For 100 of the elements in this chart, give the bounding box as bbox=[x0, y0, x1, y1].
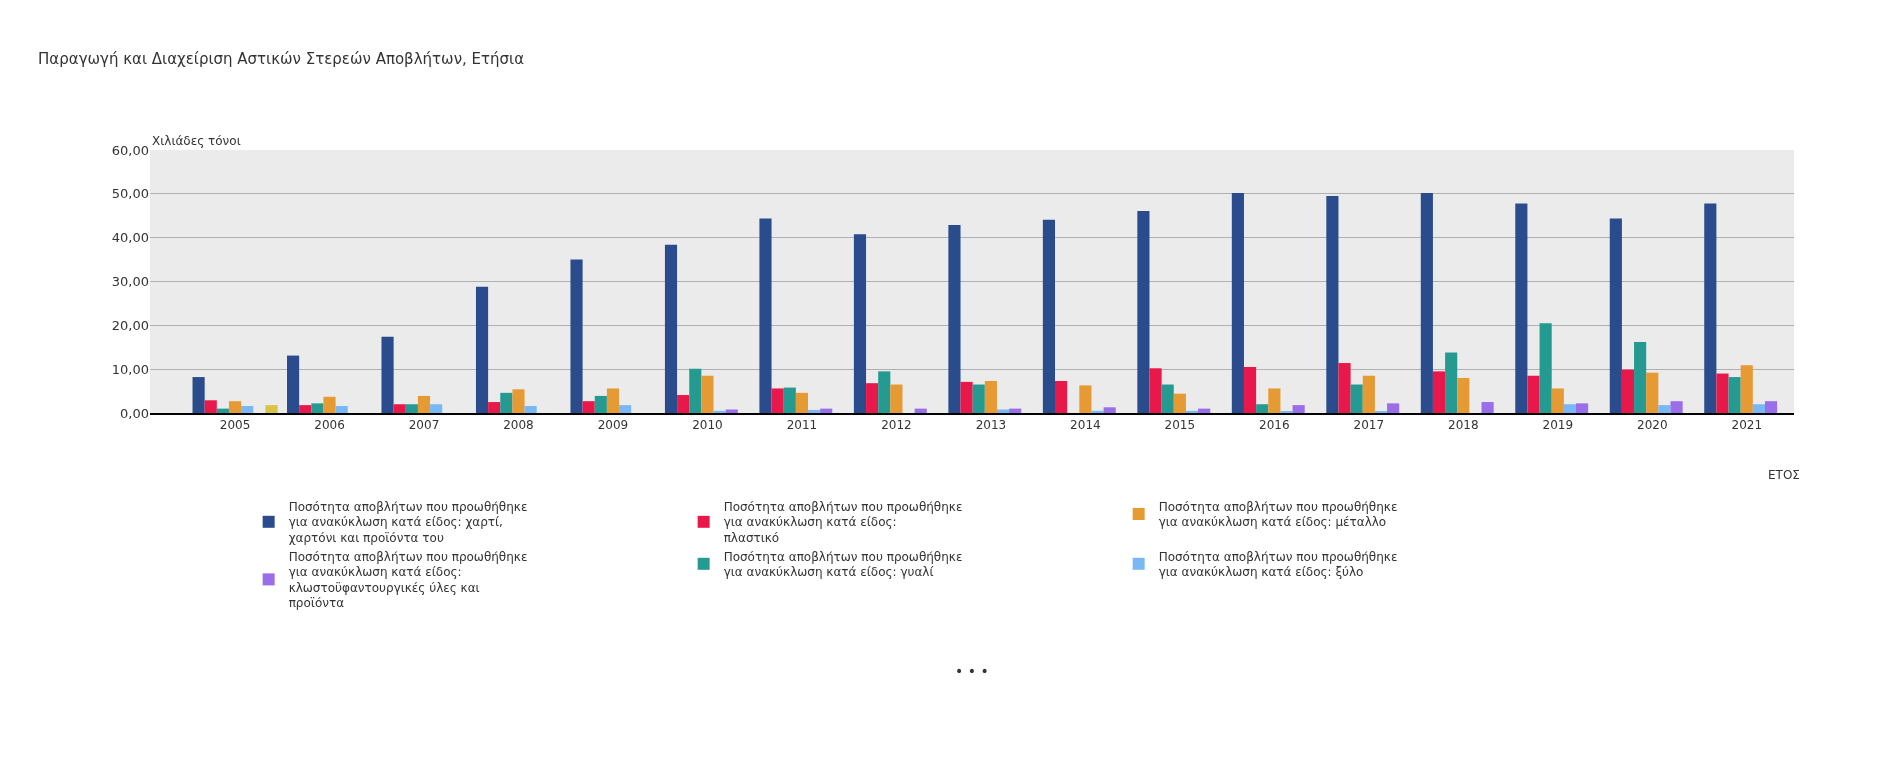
bar bbox=[1764, 401, 1778, 413]
bar bbox=[1161, 384, 1174, 413]
bar bbox=[1551, 388, 1564, 413]
bar bbox=[1539, 323, 1552, 413]
bar bbox=[594, 395, 607, 413]
bar bbox=[192, 377, 205, 413]
bar bbox=[430, 404, 443, 413]
bar bbox=[1009, 408, 1022, 413]
bar bbox=[1362, 375, 1375, 413]
bar bbox=[1149, 368, 1162, 413]
y-tick-label: 10,00 bbox=[111, 361, 149, 377]
bar bbox=[1137, 210, 1150, 413]
x-tick-label: 2018 bbox=[1448, 418, 1479, 433]
bar bbox=[1055, 381, 1068, 413]
bar bbox=[311, 403, 324, 413]
bar bbox=[948, 224, 961, 413]
bar bbox=[1445, 352, 1458, 413]
bar bbox=[1527, 375, 1540, 413]
bar bbox=[1326, 196, 1339, 413]
bar bbox=[1515, 203, 1528, 413]
bar bbox=[1103, 407, 1116, 413]
bar bbox=[1646, 372, 1659, 413]
x-tick-label: 2009 bbox=[597, 418, 629, 433]
y-tick-label: 40,00 bbox=[111, 230, 149, 246]
bar bbox=[500, 392, 513, 413]
bar bbox=[524, 405, 537, 413]
legend-label: Ποσότητα αποβλήτων που προωθήθηκε για ανακύκλωση κατά είδος: χαρτί, χαρτόνι και προϊόντα του bbox=[288, 499, 528, 546]
bar bbox=[996, 409, 1010, 413]
bar bbox=[960, 381, 973, 413]
bar bbox=[1256, 404, 1269, 413]
bar bbox=[619, 405, 632, 413]
bar bbox=[701, 375, 714, 413]
bar bbox=[335, 405, 348, 413]
x-tick-label: 2019 bbox=[1542, 418, 1574, 433]
bar bbox=[582, 401, 595, 413]
bar bbox=[287, 355, 300, 413]
bar bbox=[393, 404, 406, 413]
bar bbox=[725, 409, 738, 413]
chart-title: Παραγωγή και Διαχείριση Αστικών Στερεών Αποβλήτων, Ετήσια bbox=[38, 49, 525, 68]
bar bbox=[890, 384, 903, 413]
bar bbox=[323, 396, 336, 413]
bar bbox=[1457, 377, 1470, 413]
bar bbox=[689, 368, 702, 413]
bar bbox=[1634, 341, 1647, 413]
y-tick-label: 60,00 bbox=[111, 142, 149, 158]
legend-label: Ποσότητα αποβλήτων που προωθήθηκε για ανακύκλωση κατά είδος: ξύλο bbox=[1158, 549, 1398, 580]
bar bbox=[1716, 373, 1729, 413]
bar bbox=[1752, 404, 1765, 413]
bar bbox=[1621, 369, 1635, 413]
x-tick-label: 2017 bbox=[1353, 418, 1385, 433]
y-tick-label: 0,00 bbox=[120, 405, 149, 421]
legend-label: Ποσότητα αποβλήτων που προωθήθηκε για ανακύκλωση κατά είδος: γυαλί bbox=[723, 549, 963, 580]
bar bbox=[299, 405, 312, 413]
x-tick-label: 2006 bbox=[314, 418, 345, 433]
x-axis-title: ΕΤΟΣ bbox=[1768, 468, 1800, 482]
bar bbox=[1670, 401, 1683, 413]
bar bbox=[795, 392, 808, 413]
bar bbox=[512, 389, 525, 413]
bar bbox=[1576, 403, 1589, 413]
bar bbox=[1173, 393, 1186, 413]
bar bbox=[1268, 388, 1281, 413]
text: • • • bbox=[955, 663, 989, 679]
bar bbox=[1231, 192, 1244, 413]
bar bbox=[1079, 385, 1092, 413]
bar bbox=[1420, 192, 1433, 413]
bar bbox=[405, 404, 418, 413]
x-tick-label: 2011 bbox=[786, 418, 818, 433]
bar bbox=[664, 244, 678, 413]
legend-label: Ποσότητα αποβλήτων που προωθήθηκε για ανακύκλωση κατά είδος: πλαστικό bbox=[723, 499, 963, 546]
bar bbox=[820, 408, 833, 413]
bar bbox=[228, 401, 242, 413]
bar bbox=[265, 405, 278, 413]
x-tick-label: 2012 bbox=[881, 418, 912, 433]
legend-label: Ποσότητα αποβλήτων που προωθήθηκε για ανακύκλωση κατά είδος: μέταλλο bbox=[1158, 499, 1398, 530]
x-tick-label: 2014 bbox=[1070, 418, 1101, 433]
x-tick-label: 2016 bbox=[1259, 418, 1290, 433]
bar bbox=[914, 408, 927, 413]
x-tick-label: 2005 bbox=[219, 418, 251, 433]
bar bbox=[1350, 384, 1363, 413]
legend-label: Ποσότητα αποβλήτων που προωθήθηκε για ανακύκλωση κατά είδος: κλωστοϋφαντουργικές ύλες και προϊόντα bbox=[288, 549, 528, 611]
bar bbox=[1740, 365, 1753, 413]
bar bbox=[1338, 363, 1351, 413]
bar bbox=[972, 384, 985, 413]
bar bbox=[1387, 403, 1400, 413]
bar bbox=[771, 388, 784, 413]
y-tick-label: 20,00 bbox=[111, 317, 149, 333]
bar bbox=[1563, 404, 1577, 413]
x-tick-label: 2010 bbox=[692, 418, 723, 433]
bar bbox=[1432, 371, 1446, 413]
y-tick-label: 50,00 bbox=[111, 186, 149, 202]
y-tick-label: 30,00 bbox=[111, 274, 149, 290]
bar bbox=[1243, 366, 1257, 413]
bar bbox=[984, 381, 997, 413]
bar bbox=[1292, 405, 1305, 413]
bar bbox=[759, 218, 772, 413]
bar bbox=[417, 395, 431, 413]
bar bbox=[1481, 402, 1494, 413]
bar bbox=[677, 395, 690, 413]
bar bbox=[853, 234, 867, 413]
bar bbox=[475, 286, 489, 413]
